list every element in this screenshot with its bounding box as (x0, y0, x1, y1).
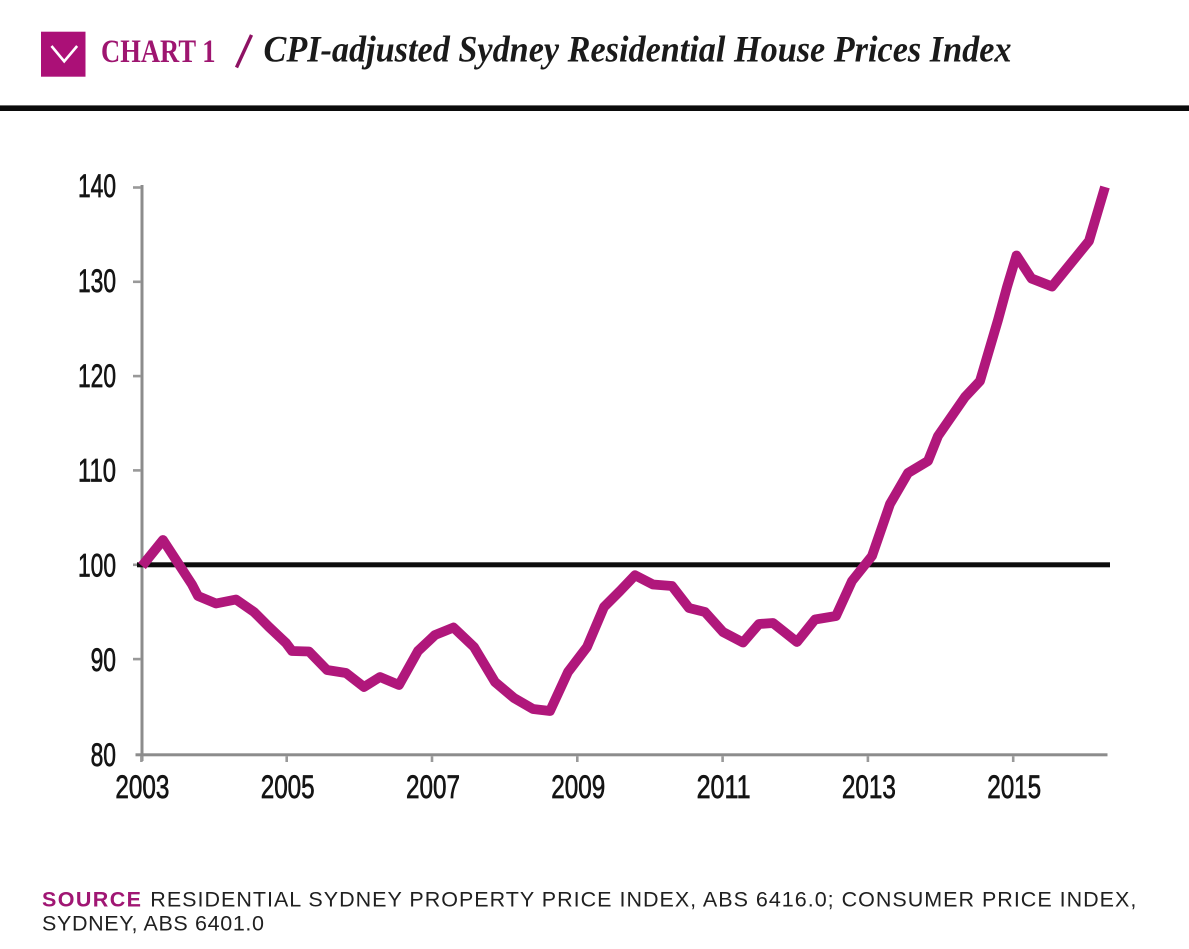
svg-text:2011: 2011 (697, 769, 751, 805)
svg-text:2009: 2009 (551, 769, 605, 805)
svg-text:120: 120 (78, 358, 116, 394)
svg-text:110: 110 (78, 453, 116, 489)
svg-text:140: 140 (78, 168, 116, 204)
svg-text:RESIDENTIAL SYDNEY PROPERTY PR: RESIDENTIAL SYDNEY PROPERTY PRICE INDEX,… (150, 888, 1136, 912)
svg-text:80: 80 (91, 737, 116, 773)
svg-text:2013: 2013 (842, 769, 896, 805)
svg-text:CPI-adjusted Sydney Residentia: CPI-adjusted Sydney Residential House Pr… (264, 29, 1012, 70)
svg-text:2003: 2003 (115, 769, 169, 805)
svg-text:CHART 1: CHART 1 (101, 34, 216, 70)
svg-text:2015: 2015 (987, 769, 1041, 805)
svg-text:2005: 2005 (261, 769, 315, 805)
svg-text:130: 130 (78, 263, 116, 299)
svg-text:2007: 2007 (406, 769, 460, 805)
svg-text:90: 90 (91, 642, 116, 678)
svg-text:SOURCE: SOURCE (42, 888, 141, 912)
svg-text:100: 100 (78, 547, 116, 583)
svg-text:SYDNEY, ABS 6401.0: SYDNEY, ABS 6401.0 (42, 912, 264, 936)
